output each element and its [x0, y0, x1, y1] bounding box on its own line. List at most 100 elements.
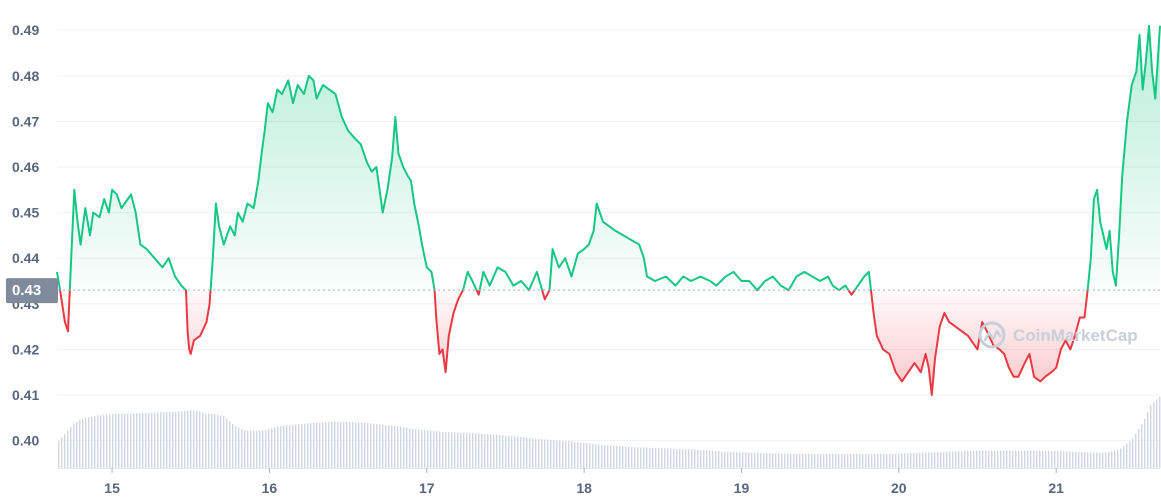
- volume-bar: [493, 434, 495, 468]
- volume-bar: [898, 453, 900, 468]
- volume-bar: [427, 430, 429, 468]
- volume-bar: [718, 451, 720, 468]
- volume-bar: [169, 411, 171, 468]
- volume-bar: [439, 431, 441, 468]
- volume-bar: [538, 439, 540, 468]
- volume-bar: [802, 454, 804, 468]
- price-area-up: [57, 25, 1160, 291]
- volume-bar: [103, 414, 105, 468]
- volume-bar: [844, 454, 846, 468]
- volume-bar: [208, 413, 210, 468]
- volume-bar: [748, 452, 750, 468]
- volume-bar: [988, 450, 990, 468]
- volume-bar: [847, 454, 849, 468]
- volume-bar: [1048, 450, 1050, 468]
- volume-bar: [121, 413, 123, 468]
- volume-bar: [568, 441, 570, 468]
- price-line-down: [59, 290, 1089, 396]
- volume-bar: [565, 441, 567, 468]
- volume-bar: [1066, 451, 1068, 468]
- volume-bar: [415, 429, 417, 468]
- volume-bar: [490, 434, 492, 468]
- volume-bar: [226, 418, 228, 468]
- volume-bar: [769, 453, 771, 468]
- volume-bar: [775, 453, 777, 468]
- volume-bar: [862, 454, 864, 468]
- volume-bar: [451, 432, 453, 468]
- volume-bar: [325, 422, 327, 468]
- price-lines: [56, 24, 1161, 396]
- volume-bar: [1069, 451, 1071, 468]
- volume-bar: [316, 422, 318, 468]
- volume-bar: [805, 454, 807, 468]
- volume-bar: [130, 413, 132, 468]
- volume-bar: [70, 427, 72, 468]
- volume-bar: [1159, 396, 1161, 468]
- volume-bar: [601, 444, 603, 468]
- volume-bar: [202, 412, 204, 468]
- volume-bar: [856, 454, 858, 468]
- volume-bar: [829, 454, 831, 468]
- volume-bar: [934, 452, 936, 468]
- volume-bar: [391, 425, 393, 468]
- volume-bar: [154, 412, 156, 468]
- volume-bar: [808, 454, 810, 468]
- volume-bar: [883, 454, 885, 468]
- volume-bar: [1123, 446, 1125, 468]
- volume-bar: [547, 439, 549, 468]
- volume-bar: [907, 453, 909, 468]
- volume-bar: [778, 453, 780, 468]
- volume-bar: [91, 416, 93, 468]
- volume-bar: [706, 450, 708, 468]
- x-tick-label: 17: [419, 480, 435, 496]
- volume-bar: [550, 439, 552, 468]
- volume-bar: [736, 452, 738, 468]
- volume-bar: [982, 450, 984, 468]
- volume-bar: [823, 454, 825, 468]
- volume-bar: [655, 447, 657, 468]
- volume-bar: [310, 423, 312, 468]
- y-tick-label: 0.49: [12, 22, 39, 38]
- coinmarketcap-watermark: CoinMarketCap: [978, 321, 1138, 349]
- volume-bar: [910, 453, 912, 468]
- volume-bar: [640, 447, 642, 468]
- volume-bar: [205, 413, 207, 468]
- volume-bar: [880, 454, 882, 468]
- volume-bar: [112, 414, 114, 468]
- volume-bar: [313, 422, 315, 468]
- volume-bar: [646, 447, 648, 468]
- coinmarketcap-logo-icon: [978, 321, 1006, 349]
- volume-bar: [1147, 412, 1149, 468]
- volume-bar: [673, 448, 675, 468]
- volume-bar: [532, 438, 534, 468]
- volume-bar: [73, 423, 75, 468]
- volume-bar: [751, 452, 753, 468]
- volume-bar: [1003, 450, 1005, 468]
- volume-bar: [499, 435, 501, 468]
- volume-bar: [355, 422, 357, 468]
- volume-bar: [667, 448, 669, 468]
- volume-bar: [421, 429, 423, 468]
- volume-bar: [1156, 399, 1158, 468]
- volume-bar: [436, 431, 438, 468]
- volume-bar: [184, 410, 186, 468]
- volume-bar: [859, 454, 861, 468]
- volume-bar: [1072, 451, 1074, 468]
- volume-bar: [322, 422, 324, 468]
- volume-bar: [760, 452, 762, 468]
- volume-bar: [448, 432, 450, 468]
- volume-bar: [1018, 450, 1020, 468]
- volume-bar: [247, 430, 249, 468]
- volume-bar: [331, 421, 333, 468]
- volume-bar: [580, 442, 582, 468]
- volume-bar: [475, 433, 477, 468]
- volume-bar: [826, 454, 828, 468]
- volume-bar: [352, 422, 354, 468]
- volume-bar: [1030, 450, 1032, 468]
- volume-bar: [58, 441, 60, 468]
- volume-bar: [559, 440, 561, 468]
- volume-bar: [958, 451, 960, 468]
- volume-bar: [307, 423, 309, 468]
- volume-bar: [955, 451, 957, 468]
- volume-bar: [1129, 441, 1131, 468]
